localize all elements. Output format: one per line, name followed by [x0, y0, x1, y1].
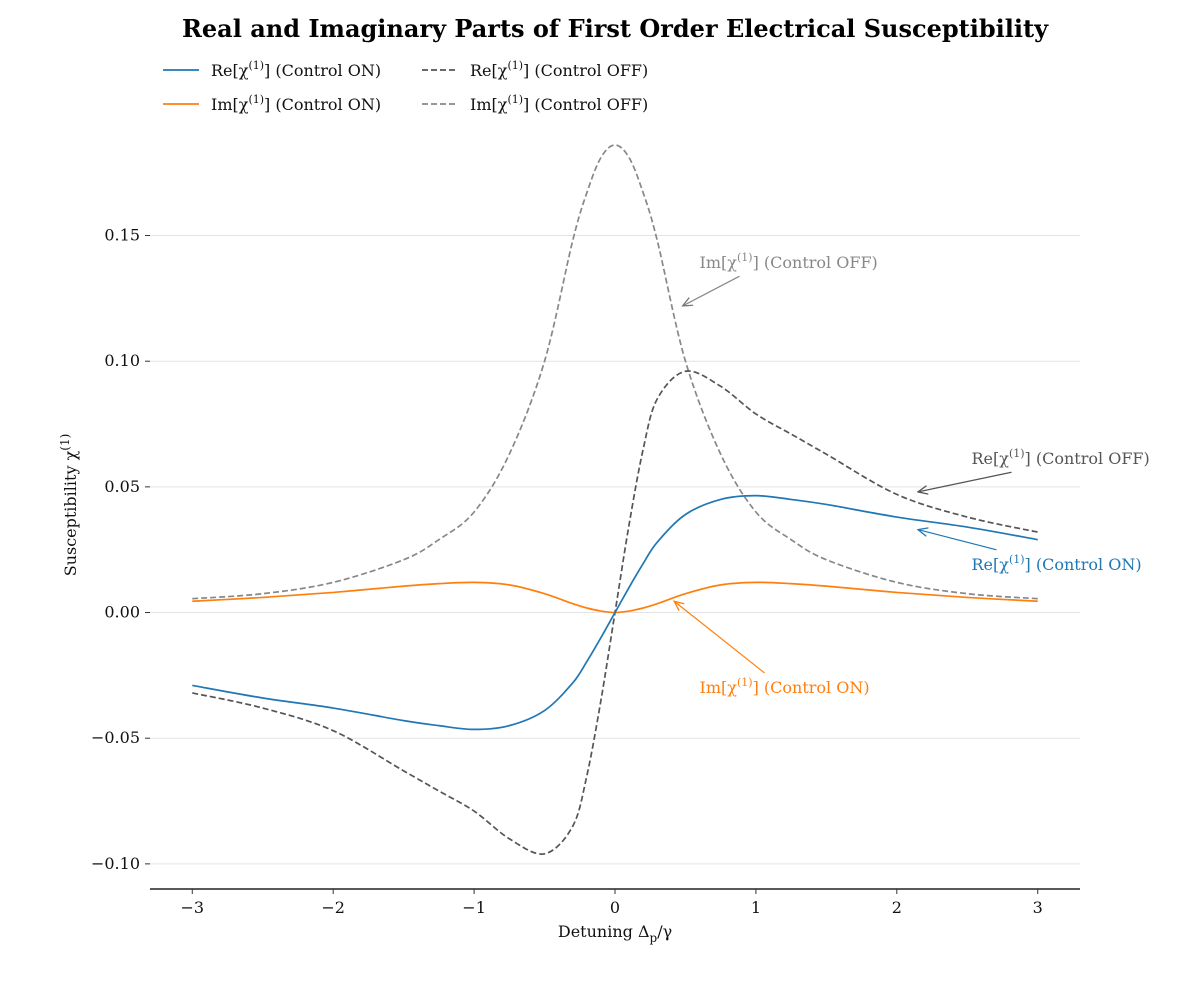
- annotations: Im[χ(1)] (Control OFF) Re[χ(1)] (Control …: [674, 251, 1150, 697]
- axes: −0.10 −0.05 0.00 0.05 0.10 0.15 −3 −2 −1 0 1 2 3: [91, 226, 1080, 917]
- y-axis-label: Susceptibility χ(1): [58, 434, 80, 577]
- plot-series: [192, 144, 1038, 855]
- x-axis-label: Detuning Δp/γ: [558, 922, 672, 945]
- annotation-arrow: [918, 471, 1012, 492]
- legend-label: Im[χ(1)] (Control ON): [211, 93, 381, 114]
- y-tick-label: −0.10: [91, 854, 140, 873]
- annotation-arrow: [918, 530, 997, 551]
- x-tick-label: −1: [462, 898, 486, 917]
- x-tick-label: 2: [892, 898, 902, 917]
- legend-label: Re[χ(1)] (Control OFF): [470, 59, 648, 80]
- y-tick-label: 0.05: [104, 477, 140, 496]
- annotation-label: Re[χ(1)] (Control ON): [972, 553, 1142, 574]
- annotation-arrow: [674, 601, 765, 674]
- x-tick-label: 3: [1033, 898, 1043, 917]
- legend: Re[χ(1)] (Control ON) Re[χ(1)] (Control O…: [163, 59, 648, 114]
- legend-label: Im[χ(1)] (Control OFF): [470, 93, 648, 114]
- annotation-arrow: [683, 275, 740, 306]
- y-tick-label: 0.10: [104, 351, 140, 370]
- y-tick-label: 0.15: [104, 226, 140, 245]
- x-tick-label: 0: [610, 898, 620, 917]
- annotation-label: Im[χ(1)] (Control OFF): [700, 251, 878, 272]
- series-line-1: [192, 581, 1038, 614]
- series-line-3: [192, 144, 1038, 600]
- chart-title: Real and Imaginary Parts of First Order …: [182, 14, 1049, 43]
- annotation-label: Re[χ(1)] (Control OFF): [972, 447, 1150, 468]
- x-tick-label: −3: [180, 898, 204, 917]
- gridlines: [150, 235, 1080, 865]
- annotation-label: Im[χ(1)] (Control ON): [700, 676, 870, 697]
- legend-label: Re[χ(1)] (Control ON): [211, 59, 381, 80]
- x-tick-label: −2: [321, 898, 345, 917]
- x-tick-label: 1: [751, 898, 761, 917]
- y-tick-label: −0.05: [91, 728, 140, 747]
- series-line-0: [192, 494, 1038, 731]
- y-tick-label: 0.00: [104, 603, 140, 622]
